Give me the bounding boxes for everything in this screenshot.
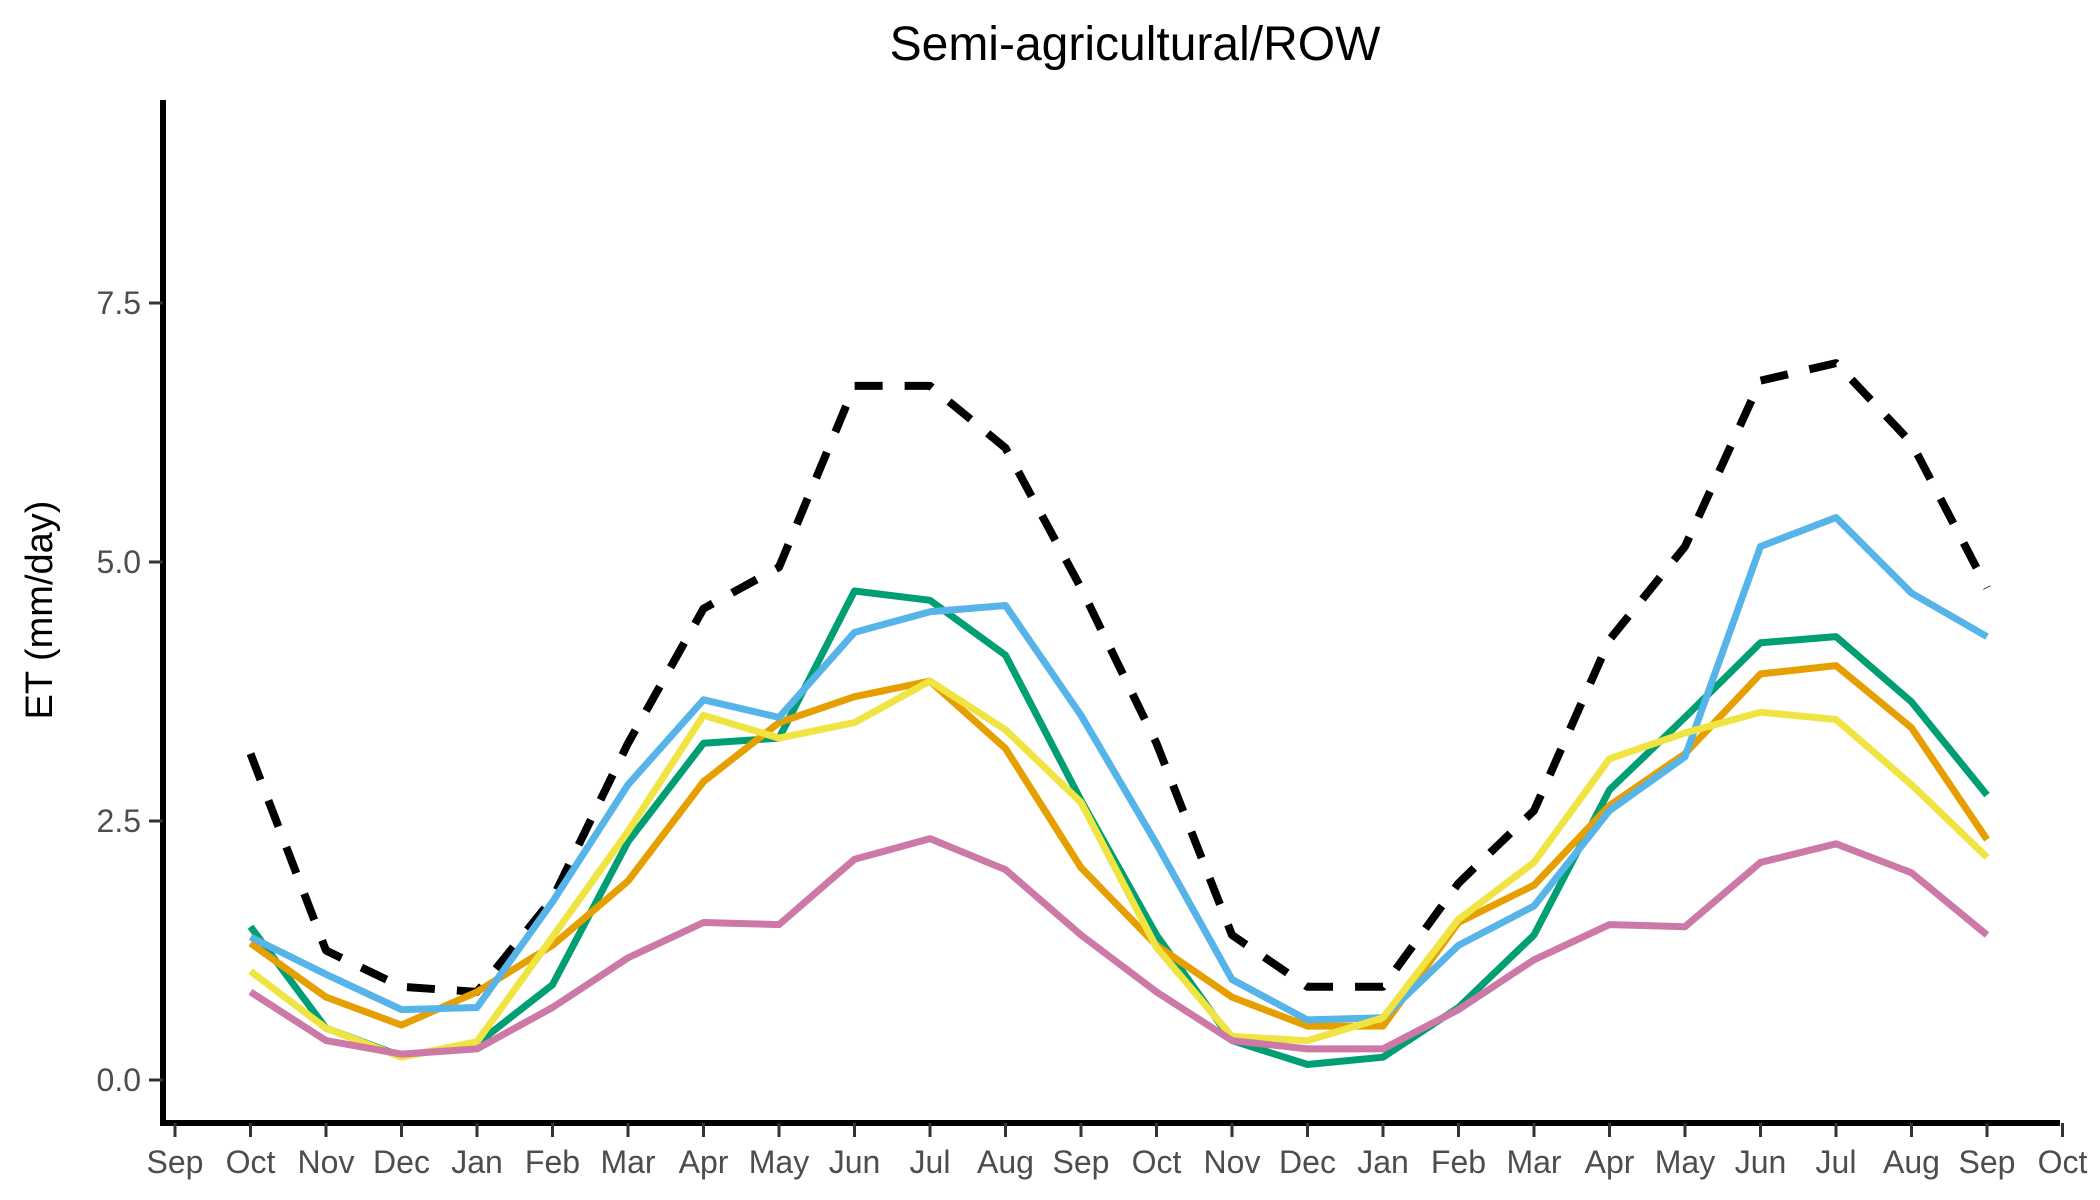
series-line-6 <box>248 835 1990 1058</box>
x-tick-label: Oct <box>1132 1144 1182 1180</box>
x-tick-label: Jun <box>829 1144 881 1180</box>
x-tick-label: Jan <box>451 1144 503 1180</box>
x-tick-label: Jul <box>1816 1144 1857 1180</box>
x-tick-label: Sep <box>147 1144 204 1180</box>
series-group <box>246 359 1991 1068</box>
y-tick-label: 0.0 <box>97 1062 141 1098</box>
x-tick-label: Jul <box>910 1144 951 1180</box>
x-tick-label: Mar <box>1506 1144 1561 1180</box>
y-tick-label: 5.0 <box>97 544 141 580</box>
x-tick-label: Oct <box>226 1144 276 1180</box>
x-tick-label: May <box>749 1144 809 1180</box>
x-tick-label: Nov <box>298 1144 355 1180</box>
x-tick-label: Dec <box>373 1144 430 1180</box>
y-tick-label: 7.5 <box>97 285 141 321</box>
y-tick-label: 2.5 <box>97 803 141 839</box>
x-tick-label: Nov <box>1204 1144 1261 1180</box>
x-tick-label: Jun <box>1735 1144 1787 1180</box>
x-tick-label: Sep <box>1053 1144 1110 1180</box>
series-line-5 <box>248 677 1990 1061</box>
chart-title: Semi-agricultural/ROW <box>890 18 1381 71</box>
x-tick-label: Sep <box>1959 1144 2016 1180</box>
y-axis-title: ET (mm/day) <box>19 501 61 720</box>
x-tick-label: Apr <box>1585 1144 1635 1180</box>
x-tick-label: Dec <box>1279 1144 1336 1180</box>
x-tick-label: Mar <box>600 1144 655 1180</box>
x-tick-label: Apr <box>679 1144 729 1180</box>
series-line-4 <box>248 514 1989 1024</box>
axes: 0.0 2.5 5.0 7.5 Sep Oct Nov Dec Jan Feb Mar Apr May J… <box>97 100 2088 1180</box>
x-tick-label: Aug <box>1883 1144 1940 1180</box>
x-tick-label: Oct <box>2038 1144 2088 1180</box>
x-tick-label: May <box>1655 1144 1715 1180</box>
x-tick-label: Feb <box>1431 1144 1486 1180</box>
x-tick-label: Feb <box>525 1144 580 1180</box>
x-tick-label: Aug <box>977 1144 1034 1180</box>
x-tick-label: Jan <box>1357 1144 1409 1180</box>
